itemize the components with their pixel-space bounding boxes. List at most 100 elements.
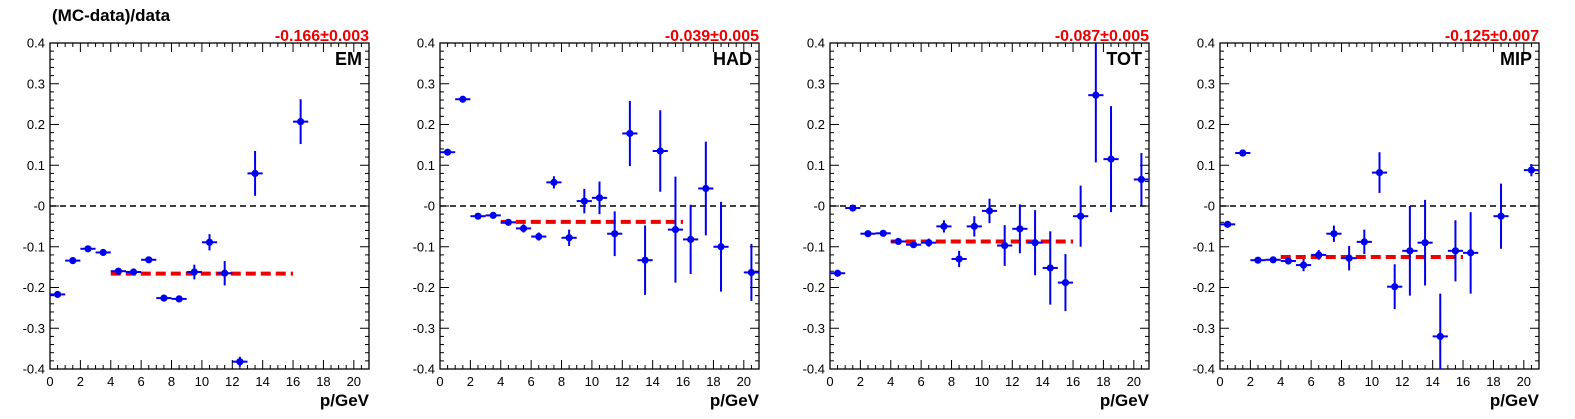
- data-point: [1057, 254, 1074, 312]
- marker: [1239, 149, 1247, 157]
- marker: [459, 95, 467, 103]
- data-point: [65, 257, 81, 265]
- y-tick-label: 0.1: [417, 158, 435, 173]
- data-point: [1341, 245, 1357, 271]
- data-point: [1371, 152, 1388, 193]
- marker: [474, 212, 482, 220]
- data-point: [171, 295, 187, 303]
- marker: [69, 257, 77, 265]
- fit-value-label: -0.125±0.007: [1445, 28, 1539, 45]
- x-tick-label: 4: [887, 374, 894, 389]
- data-point: [921, 238, 937, 247]
- data-points: [830, 43, 1149, 312]
- x-axis-label: p/GeV: [320, 391, 370, 410]
- data-point: [500, 218, 516, 226]
- data-point: [1356, 229, 1372, 255]
- x-tick-label: 2: [857, 374, 864, 389]
- data-point: [156, 294, 172, 302]
- marker: [641, 256, 649, 264]
- marker: [565, 234, 573, 242]
- marker: [940, 222, 948, 230]
- x-tick-label: 4: [1277, 374, 1284, 389]
- y-tick-label: 0.1: [27, 158, 45, 173]
- data-point: [80, 245, 96, 253]
- y-tick-label: -0.3: [413, 321, 435, 336]
- data-points: [1220, 149, 1539, 369]
- y-tick-label: -0.2: [413, 280, 435, 295]
- panel-em: 0 2 4 6 8 10 12 14 16 18 20 -0.4 -0.3 -0.2 -0.1 -0 0.1 0.…: [23, 28, 370, 410]
- y-tick-label: 0.2: [1197, 117, 1215, 132]
- data-point: [1447, 220, 1464, 282]
- x-tick-label: 18: [1096, 374, 1110, 389]
- marker: [1061, 279, 1070, 287]
- marker: [1107, 155, 1115, 163]
- y-tick-label: -0.1: [1193, 239, 1215, 254]
- x-tick-label: 8: [168, 374, 175, 389]
- marker: [1223, 220, 1232, 228]
- marker: [687, 235, 695, 244]
- data-point: [515, 224, 532, 233]
- data-point: [951, 250, 967, 268]
- x-tick-label: 18: [706, 374, 720, 389]
- data-point: [1463, 212, 1479, 294]
- y-tick-label: -0.2: [1193, 280, 1215, 295]
- marker: [236, 358, 244, 366]
- x-tick-label: 10: [585, 374, 599, 389]
- data-point: [1073, 185, 1089, 247]
- marker: [580, 197, 588, 205]
- marker: [1527, 166, 1536, 174]
- y-tick-label: 0.1: [807, 158, 825, 173]
- x-tick-label: 6: [1308, 374, 1315, 389]
- marker: [833, 269, 842, 277]
- marker: [535, 232, 543, 241]
- x-tick-label: 16: [1066, 374, 1080, 389]
- marker: [1451, 247, 1460, 255]
- x-tick-label: 0: [46, 374, 53, 389]
- data-point: [890, 237, 906, 246]
- data-point: [186, 264, 202, 280]
- marker: [1421, 239, 1429, 247]
- marker: [970, 222, 978, 230]
- data-point: [1387, 264, 1403, 310]
- fit-value-label: -0.166±0.003: [275, 28, 369, 45]
- marker: [1497, 212, 1505, 220]
- data-point: [125, 268, 142, 276]
- panel-label: TOT: [1106, 49, 1142, 69]
- x-tick-label: 12: [1005, 374, 1019, 389]
- marker: [1315, 251, 1323, 259]
- data-point: [1326, 225, 1342, 242]
- y-tick-label: 0.4: [1197, 36, 1215, 51]
- marker: [717, 243, 725, 251]
- y-tick-label: -0.1: [23, 239, 45, 254]
- figure-y-title: (MC-data)/data: [52, 6, 171, 25]
- marker: [53, 290, 62, 299]
- data-point: [652, 110, 668, 192]
- marker: [1284, 257, 1292, 265]
- marker: [1046, 264, 1054, 272]
- x-tick-label: 18: [1486, 374, 1500, 389]
- data-point: [485, 211, 501, 219]
- data-point: [637, 225, 653, 295]
- data-point: [1265, 256, 1281, 264]
- data-point: [875, 229, 891, 237]
- x-tick-label: 0: [436, 374, 443, 389]
- y-tick-label: -0.1: [803, 239, 825, 254]
- data-point: [845, 204, 861, 212]
- data-point: [247, 150, 263, 196]
- panel-mip: 0 2 4 6 8 10 12 14 16 18 20 -0.4 -0.3 -0.2 -0.1 -0 0.1 0.…: [1193, 28, 1540, 410]
- marker: [1345, 254, 1353, 262]
- y-tick-label: -0.4: [23, 362, 45, 377]
- y-tick-label: 0.3: [417, 76, 435, 91]
- marker: [190, 268, 198, 276]
- marker: [1436, 332, 1444, 340]
- x-tick-label: 14: [1035, 374, 1049, 389]
- marker: [1375, 168, 1384, 177]
- data-point: [667, 176, 684, 283]
- data-point: [1493, 183, 1509, 249]
- marker: [1016, 225, 1024, 233]
- marker: [443, 148, 452, 156]
- x-tick-label: 16: [676, 374, 690, 389]
- x-tick-label: 2: [77, 374, 84, 389]
